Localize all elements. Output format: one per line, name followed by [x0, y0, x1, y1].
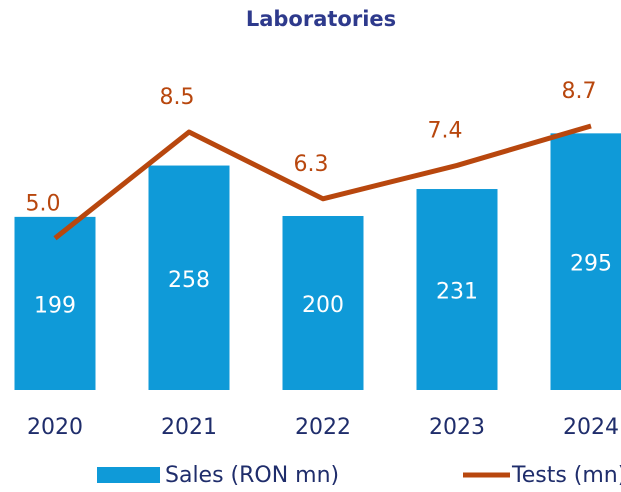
- bar-value-label: 295: [570, 252, 612, 277]
- bar-value-label: 231: [436, 280, 478, 305]
- bar: [148, 165, 230, 390]
- bar-value-label: 200: [302, 293, 344, 318]
- line-value-label: 6.3: [294, 152, 329, 177]
- legend-label: Sales (RON mn): [165, 463, 339, 488]
- bar: [282, 216, 364, 390]
- bar: [14, 216, 96, 390]
- line-value-label: 7.4: [428, 118, 463, 143]
- line-value-label: 8.7: [562, 79, 597, 104]
- legend-label: Tests (mn): [511, 463, 621, 488]
- legend-swatch: [97, 467, 160, 483]
- line: [53, 123, 592, 241]
- bar-value-label: 199: [34, 293, 76, 318]
- x-tick-label: 2021: [161, 415, 217, 440]
- bar: [550, 133, 621, 390]
- x-tick-label: 2020: [27, 415, 83, 440]
- line-value-label: 5.0: [26, 191, 61, 216]
- line-value-label: 8.5: [160, 85, 195, 110]
- x-tick-label: 2022: [295, 415, 351, 440]
- x-tick-label: 2024: [563, 415, 619, 440]
- bar-value-label: 258: [168, 268, 210, 293]
- bar: [416, 189, 498, 390]
- x-tick-label: 2023: [429, 415, 485, 440]
- chart-title: Laboratories: [246, 7, 396, 31]
